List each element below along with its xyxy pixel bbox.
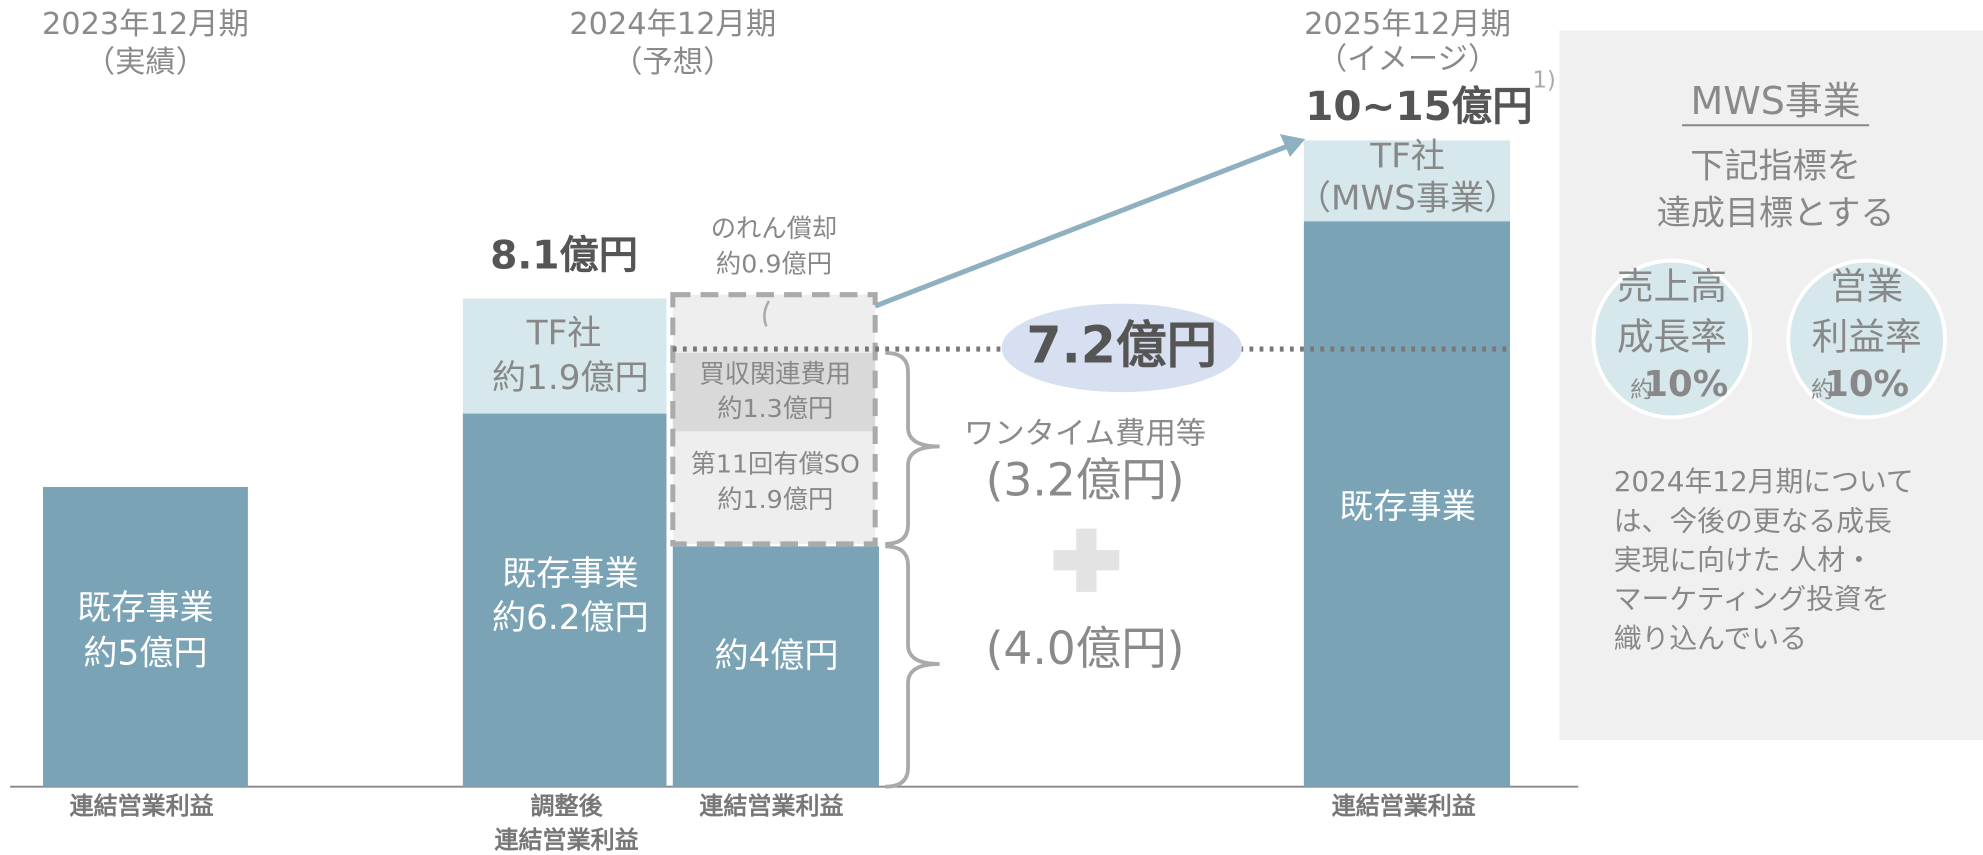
period: 2023年12月期 [42, 7, 249, 42]
metric-prefix: 約 [1811, 377, 1834, 403]
cost-label: のれん償却 [711, 214, 837, 243]
metric-label: 営業 [1830, 265, 1903, 308]
cost-label: 約0.9億円 [716, 250, 832, 279]
bar [42, 486, 248, 787]
period-note: （イメージ） [1317, 42, 1498, 77]
cost-label: 約1.9億円 [717, 485, 833, 514]
note-line: は、今後の更なる成長 [1614, 504, 1892, 537]
note-line: マーケティング投資を [1614, 583, 1890, 616]
bar-label: （MWS事業） [1297, 178, 1518, 218]
cost-label: 第11回有償SO [691, 449, 860, 478]
axis-label: 連結営業利益 [70, 792, 214, 820]
period-note: （予想） [612, 45, 733, 80]
arrow [874, 141, 1294, 309]
base-value: (4.0億円) [986, 622, 1185, 675]
bar-label: 約6.2億円 [492, 598, 649, 638]
panel-subtitle: 達成目標とする [1657, 194, 1895, 234]
footnote: 1) [1532, 67, 1555, 93]
axis-label: 連結営業利益 [495, 826, 639, 854]
highlight-ellipse [1001, 303, 1242, 393]
metric-label: 成長率 [1617, 315, 1727, 358]
bar-top [462, 298, 667, 414]
bar-label: 既存事業 [1339, 487, 1476, 527]
brace [885, 350, 940, 546]
period: 2025年12月期 [1304, 7, 1511, 42]
axis-label: 調整後 [531, 792, 604, 820]
bar-label: 既存事業 [502, 554, 639, 594]
metric-label: 売上高 [1617, 265, 1727, 308]
axis-label: 連結営業利益 [1332, 792, 1476, 820]
cost-border [670, 292, 878, 547]
period: 2024年12月期 [569, 7, 776, 42]
bar [462, 413, 667, 787]
note-line: 2024年12月期について [1614, 465, 1914, 498]
panel-title: MWS事業 [1690, 79, 1860, 123]
bar-label: TF社 [1369, 137, 1445, 177]
bar-label: TF社 [526, 314, 602, 354]
tick-mark [763, 300, 771, 327]
onetime-label: ワンタイム費用等 [964, 417, 1206, 452]
bar [1303, 221, 1511, 787]
metric-value: 10% [1824, 364, 1909, 405]
metric-label: 利益率 [1812, 315, 1922, 358]
note-line: 実現に向けた 人材・ [1614, 544, 1873, 577]
cost-segment [672, 352, 876, 432]
plus [1053, 528, 1120, 592]
metric-circle [1591, 258, 1753, 420]
total: 8.1億円 [490, 234, 638, 279]
axis-label: 連結営業利益 [699, 792, 843, 820]
bar-label: 既存事業 [77, 588, 214, 628]
bar-label: 約1.9億円 [492, 358, 649, 398]
bar-label: 約4億円 [714, 636, 838, 676]
total: 10~15億円 [1305, 82, 1532, 130]
arrow-head [1279, 134, 1306, 157]
brace [885, 544, 940, 789]
highlight: 7.2億円 [1026, 316, 1217, 375]
bar [672, 546, 879, 787]
bar-top [1303, 140, 1511, 222]
panel-subtitle: 下記指標を [1690, 147, 1861, 187]
metric-circle [1786, 258, 1947, 420]
onetime-value: (3.2億円) [986, 454, 1185, 507]
metric-prefix: 約 [1630, 377, 1653, 403]
cost-label: 買収関連費用 [699, 360, 851, 389]
cost-label: 約1.3億円 [717, 394, 833, 423]
note-line: 織り込んでいる [1614, 622, 1807, 655]
period-note: （実績） [85, 45, 206, 80]
bar-label: 約5億円 [83, 634, 207, 674]
metric-value: 10% [1643, 364, 1728, 405]
